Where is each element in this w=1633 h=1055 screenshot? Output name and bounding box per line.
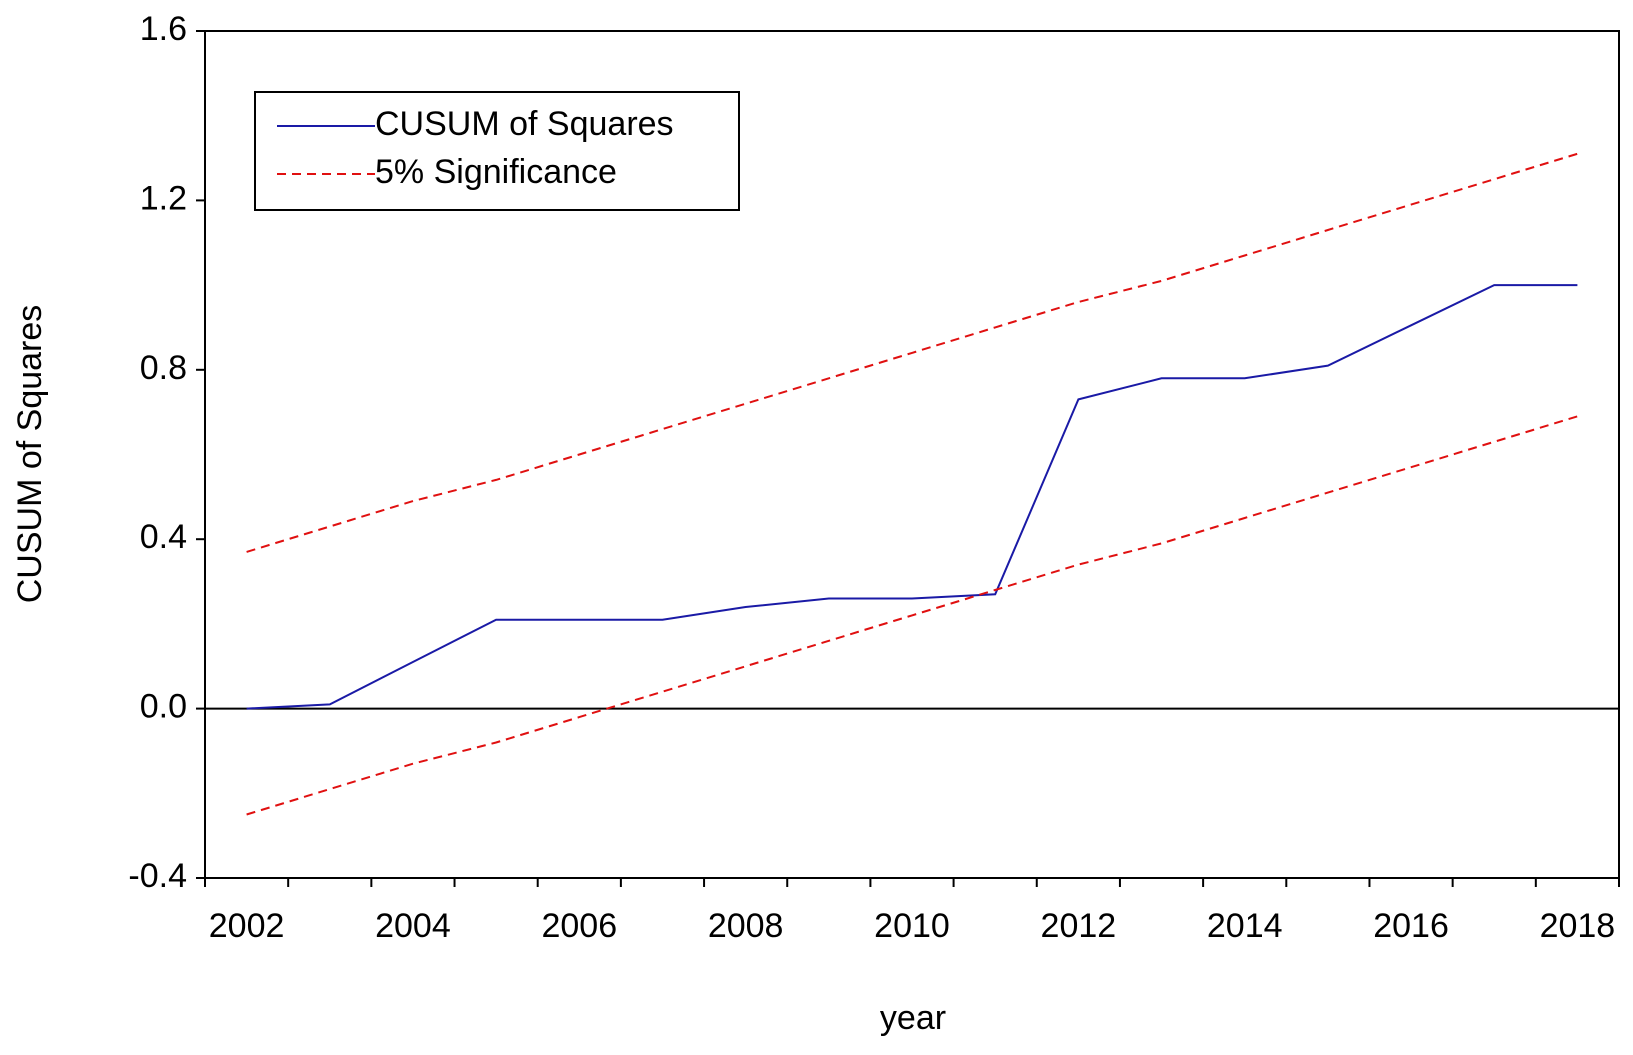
legend-label: CUSUM of Squares [375, 105, 674, 143]
y-tick-label: 0.4 [140, 518, 187, 556]
y-tick-label: -0.4 [128, 857, 187, 895]
series-line [246, 152, 1578, 553]
y-axis-title: CUSUM of Squares [11, 305, 49, 604]
x-tick-label: 2018 [1540, 907, 1616, 945]
x-tick-label: 2010 [874, 907, 950, 945]
plot-frame [204, 30, 1620, 879]
y-tick-label: 0.8 [140, 349, 187, 387]
series-line [246, 284, 1578, 710]
x-tick-label: 2016 [1373, 907, 1449, 945]
x-tick-label: 2008 [708, 907, 784, 945]
legend-box [254, 91, 740, 211]
y-tick-label: 1.2 [140, 179, 187, 217]
x-tick-label: 2002 [209, 907, 285, 945]
x-axis-title: year [880, 999, 946, 1037]
x-tick-label: 2006 [541, 907, 617, 945]
legend-label: 5% Significance [375, 153, 617, 191]
x-tick-label: 2012 [1041, 907, 1117, 945]
y-tick-label: 0.0 [140, 688, 187, 726]
series-line [246, 415, 1578, 816]
x-tick-label: 2014 [1207, 907, 1283, 945]
x-tick-label: 2004 [375, 907, 451, 945]
y-tick-label: 1.6 [140, 10, 187, 48]
